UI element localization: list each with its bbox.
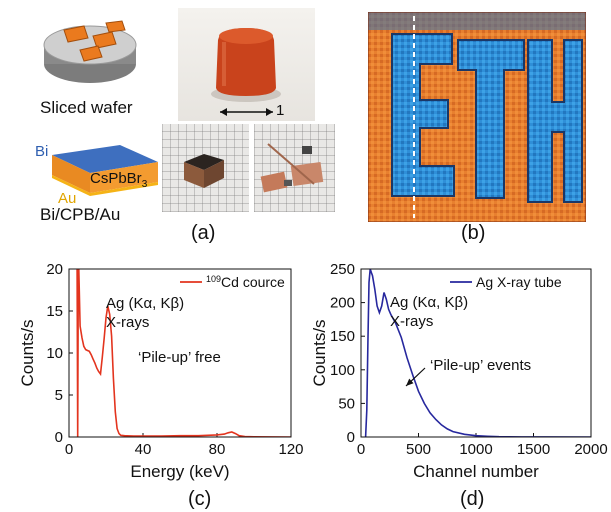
y-tick-label: 0 — [347, 429, 355, 446]
y-tick-label: 15 — [46, 303, 63, 320]
layer-top-label: Bi — [35, 143, 49, 160]
panel-a-letter: (a) — [191, 222, 216, 244]
wafer-label: Sliced wafer — [40, 98, 133, 117]
annotation-1: X-rays — [390, 313, 433, 330]
x-tick-label: 500 — [406, 441, 431, 458]
layer-stack-illustration — [52, 145, 158, 196]
stack-label: Bi/CPB/Au — [40, 205, 121, 224]
y-tick-label: 10 — [46, 345, 63, 362]
panel-c-letter: (c) — [188, 488, 212, 510]
y-tick-label: 0 — [55, 429, 63, 446]
x-tick-label: 2000 — [574, 441, 607, 458]
y-tick-label: 100 — [330, 362, 355, 379]
y-tick-label: 150 — [330, 328, 355, 345]
crystal-photo: 1 inch — [178, 8, 315, 121]
y-tick-label: 20 — [46, 261, 63, 278]
panel-b-letter: (b) — [461, 222, 486, 244]
size-label: 1 inch — [276, 102, 304, 121]
panel-d-letter: (d) — [460, 488, 485, 510]
annotation-0: Ag (Kα, Kβ) — [390, 294, 468, 311]
plot-frame — [68, 268, 292, 438]
y-tick-label: 200 — [330, 295, 355, 312]
legend-label: Ag X-ray tube — [476, 274, 562, 290]
x-tick-label: 40 — [135, 441, 152, 458]
layer-bottom-label: Au — [58, 190, 77, 207]
plot-frame — [360, 268, 592, 438]
y-tick-label: 50 — [338, 395, 355, 412]
annotation-0: Ag (Kα, Kβ) — [106, 295, 184, 312]
layer-mid-label: CsPbBr3 — [90, 170, 148, 190]
x-axis-label: Energy (keV) — [130, 462, 229, 481]
eth-xray-image — [368, 12, 586, 222]
chart-d: 0 500 1000 1500 2000 0 50 100 150 200 250 Channel n… — [310, 261, 608, 481]
annotation-arrowhead — [406, 378, 414, 386]
annotation-2: ‘Pile-up’ events — [430, 357, 531, 374]
x-axis-label: Channel number — [413, 462, 539, 481]
device-photo — [254, 124, 335, 212]
x-tick-label: 0 — [65, 441, 73, 458]
chart-c: 0 40 80 120 0 5 10 15 20 Energy (keV) Counts/s 109C… — [18, 261, 304, 481]
series-line — [76, 269, 291, 437]
wafer-illustration — [43, 20, 137, 83]
y-axis-label: Counts/s — [18, 319, 37, 386]
x-tick-label: 120 — [278, 441, 303, 458]
y-axis-label: Counts/s — [310, 319, 329, 386]
y-tick-label: 5 — [55, 387, 63, 404]
x-tick-label: 0 — [357, 441, 365, 458]
x-tick-label: 1000 — [459, 441, 492, 458]
x-tick-label: 80 — [209, 441, 226, 458]
annotation-2: ‘Pile-up’ free — [138, 349, 221, 366]
legend-label: 109Cd cource — [206, 274, 285, 290]
crystal-cube-photo — [162, 124, 249, 212]
annotation-1: X-rays — [106, 314, 149, 331]
series-line — [364, 269, 591, 437]
x-tick-label: 1500 — [517, 441, 550, 458]
y-tick-label: 250 — [330, 261, 355, 278]
